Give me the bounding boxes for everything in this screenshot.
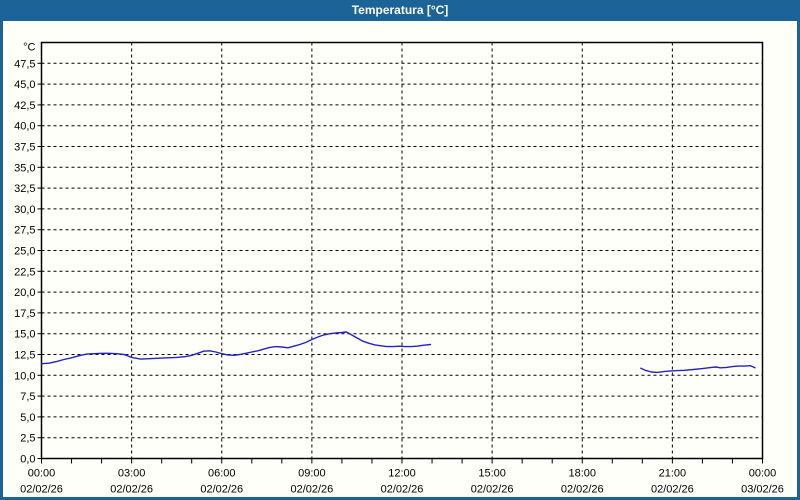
y-tick-label: 12,5 bbox=[14, 350, 35, 362]
y-tick-label: 45,0 bbox=[14, 79, 35, 91]
window-titlebar[interactable]: Temperatura [°C] bbox=[0, 0, 800, 21]
y-tick-label: 35,0 bbox=[14, 162, 35, 174]
x-tick-time-label: 03:00 bbox=[118, 468, 146, 480]
x-tick-date-label: 03/02/26 bbox=[741, 484, 784, 496]
y-tick-label: 17,5 bbox=[14, 308, 35, 320]
temperature-series-line bbox=[40, 331, 432, 365]
y-axis-unit-label: °C bbox=[23, 42, 35, 54]
x-tick-date-label: 02/02/26 bbox=[110, 484, 153, 496]
x-tick-time-label: 15:00 bbox=[478, 468, 506, 480]
y-tick-label: 10,0 bbox=[14, 370, 35, 382]
y-tick-label: 0,0 bbox=[20, 454, 35, 466]
y-tick-label: 40,0 bbox=[14, 121, 35, 133]
window-title: Temperatura [°C] bbox=[351, 3, 449, 17]
x-tick-date-label: 02/02/26 bbox=[20, 484, 63, 496]
y-tick-label: 37,5 bbox=[14, 142, 35, 154]
y-tick-label: 7,5 bbox=[20, 391, 35, 403]
y-tick-label: 32,5 bbox=[14, 183, 35, 195]
y-tick-label: 5,0 bbox=[20, 412, 35, 424]
y-tick-label: 15,0 bbox=[14, 329, 35, 341]
temperature-chart: 0,0 2,5 5,0 7,5 10,0 12,5 15,0 17,5 20,0 22,5 25,0… bbox=[14, 42, 784, 496]
x-tick-time-label: 09:00 bbox=[298, 468, 326, 480]
y-tick-label: 22,5 bbox=[14, 266, 35, 278]
y-tick-label: 2,5 bbox=[20, 433, 35, 445]
y-tick-label: 30,0 bbox=[14, 204, 35, 216]
y-tick-label: 25,0 bbox=[14, 246, 35, 258]
chart-panel: 0,0 2,5 5,0 7,5 10,0 12,5 15,0 17,5 20,0 22,5 25,0… bbox=[3, 21, 797, 497]
x-tick-date-label: 02/02/26 bbox=[200, 484, 243, 496]
x-tick-time-label: 18:00 bbox=[568, 468, 596, 480]
x-tick-time-label: 06:00 bbox=[208, 468, 236, 480]
x-tick-time-label: 21:00 bbox=[659, 468, 687, 480]
x-tick-date-label: 02/02/26 bbox=[651, 484, 694, 496]
x-tick-time-label: 00:00 bbox=[749, 468, 777, 480]
y-tick-label: 47,5 bbox=[14, 58, 35, 70]
x-tick-date-label: 02/02/26 bbox=[561, 484, 604, 496]
y-tick-label: 42,5 bbox=[14, 100, 35, 112]
x-tick-time-label: 12:00 bbox=[388, 468, 416, 480]
temperature-series-line bbox=[640, 365, 756, 374]
y-tick-label: 20,0 bbox=[14, 287, 35, 299]
x-tick-date-label: 02/02/26 bbox=[381, 484, 424, 496]
x-tick-date-label: 02/02/26 bbox=[290, 484, 333, 496]
x-tick-date-label: 02/02/26 bbox=[471, 484, 514, 496]
x-tick-time-label: 00:00 bbox=[28, 468, 56, 480]
y-tick-label: 27,5 bbox=[14, 225, 35, 237]
